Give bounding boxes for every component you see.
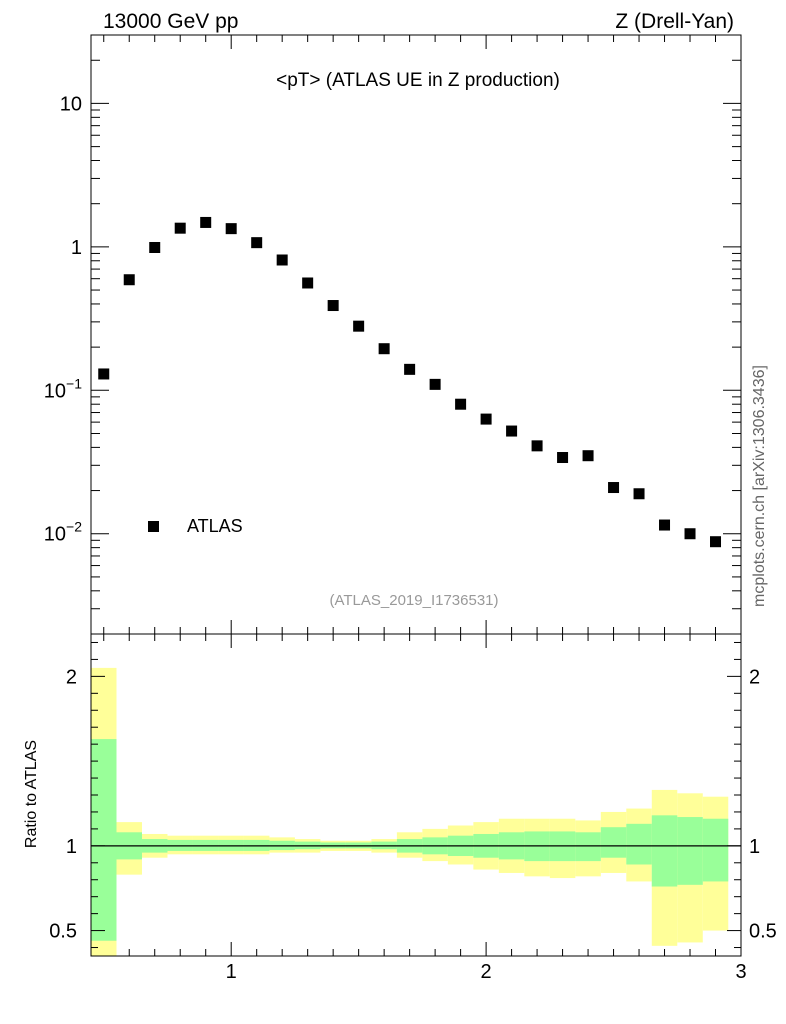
y-tick-exponent: −2 xyxy=(66,519,82,535)
ratio-frame xyxy=(90,633,742,957)
data-point-atlas xyxy=(251,237,263,249)
ratio-y-tick-label-right: 1 xyxy=(749,836,760,858)
y-tick-label: 1 xyxy=(71,237,82,259)
data-point-atlas xyxy=(378,343,390,355)
x-tick-label: 3 xyxy=(735,961,746,983)
data-point-atlas xyxy=(582,450,594,462)
uncertainty-band-bin xyxy=(600,827,627,858)
legend-marker xyxy=(148,521,159,532)
y-tick-label: 10 xyxy=(60,93,82,115)
y-tick-base: 1 xyxy=(71,237,82,259)
uncertainty-band-bin xyxy=(575,832,601,862)
data-point-atlas xyxy=(557,452,569,464)
data-point-atlas xyxy=(98,368,110,380)
data-point-atlas xyxy=(608,482,620,494)
ratio-axis-label: Ratio to ATLAS xyxy=(23,740,40,848)
x-tick-label: 1 xyxy=(226,961,237,983)
data-point-atlas xyxy=(302,277,314,289)
data-point-atlas xyxy=(123,274,135,286)
uncertainty-band-bin xyxy=(677,817,703,885)
data-point-atlas xyxy=(506,425,518,437)
data-point-atlas xyxy=(659,519,671,531)
data-point-atlas xyxy=(200,216,212,228)
header-left: 13000 GeV pp xyxy=(103,10,238,33)
data-point-atlas xyxy=(531,440,543,452)
data-point-atlas xyxy=(225,223,237,235)
y-tick-base: 10 xyxy=(60,93,82,115)
data-point-atlas xyxy=(174,222,186,234)
data-point-atlas xyxy=(710,536,722,548)
data-point-atlas xyxy=(633,488,645,500)
header-right: Z (Drell-Yan) xyxy=(615,10,734,33)
side-label: mcplots.cern.ch [arXiv:1306.3436] xyxy=(751,365,768,607)
data-point-atlas xyxy=(455,398,467,410)
analysis-tag: (ATLAS_2019_I1736531) xyxy=(329,592,498,609)
chart-title: <pT> (ATLAS UE in Z production) xyxy=(276,70,560,91)
y-tick-label: 10−1 xyxy=(44,375,82,402)
data-point-atlas xyxy=(404,363,416,375)
data-point-atlas xyxy=(276,254,288,266)
ratio-y-tick-label-left: 2 xyxy=(66,666,77,688)
data-point-atlas xyxy=(327,300,339,312)
y-tick-base: 10 xyxy=(44,524,66,546)
data-point-atlas xyxy=(480,413,492,425)
legend-label: ATLAS xyxy=(187,516,243,536)
y-tick-exponent: −1 xyxy=(66,375,82,391)
y-tick-base: 10 xyxy=(44,380,66,402)
x-tick-label: 2 xyxy=(481,961,492,983)
uncertainty-band-bin xyxy=(91,739,117,941)
y-tick-label: 10−2 xyxy=(44,519,82,546)
data-point-atlas xyxy=(684,528,696,540)
ratio-panel: 1 2 30.5 0.51 12 2 xyxy=(49,633,777,983)
ratio-y-tick-label-left: 1 xyxy=(66,836,77,858)
ratio-y-tick-label-left: 0.5 xyxy=(49,921,77,943)
uncertainty-band-bin xyxy=(626,823,652,865)
ratio-y-tick-label-right: 2 xyxy=(749,666,760,688)
main-frame xyxy=(90,34,742,635)
data-point-atlas xyxy=(149,241,161,253)
data-point-atlas xyxy=(353,320,365,332)
uncertainty-band-bin xyxy=(651,815,678,887)
ratio-y-tick-label-right: 0.5 xyxy=(749,921,777,943)
data-point-atlas xyxy=(429,378,441,390)
uncertainty-band-bin xyxy=(702,818,729,882)
